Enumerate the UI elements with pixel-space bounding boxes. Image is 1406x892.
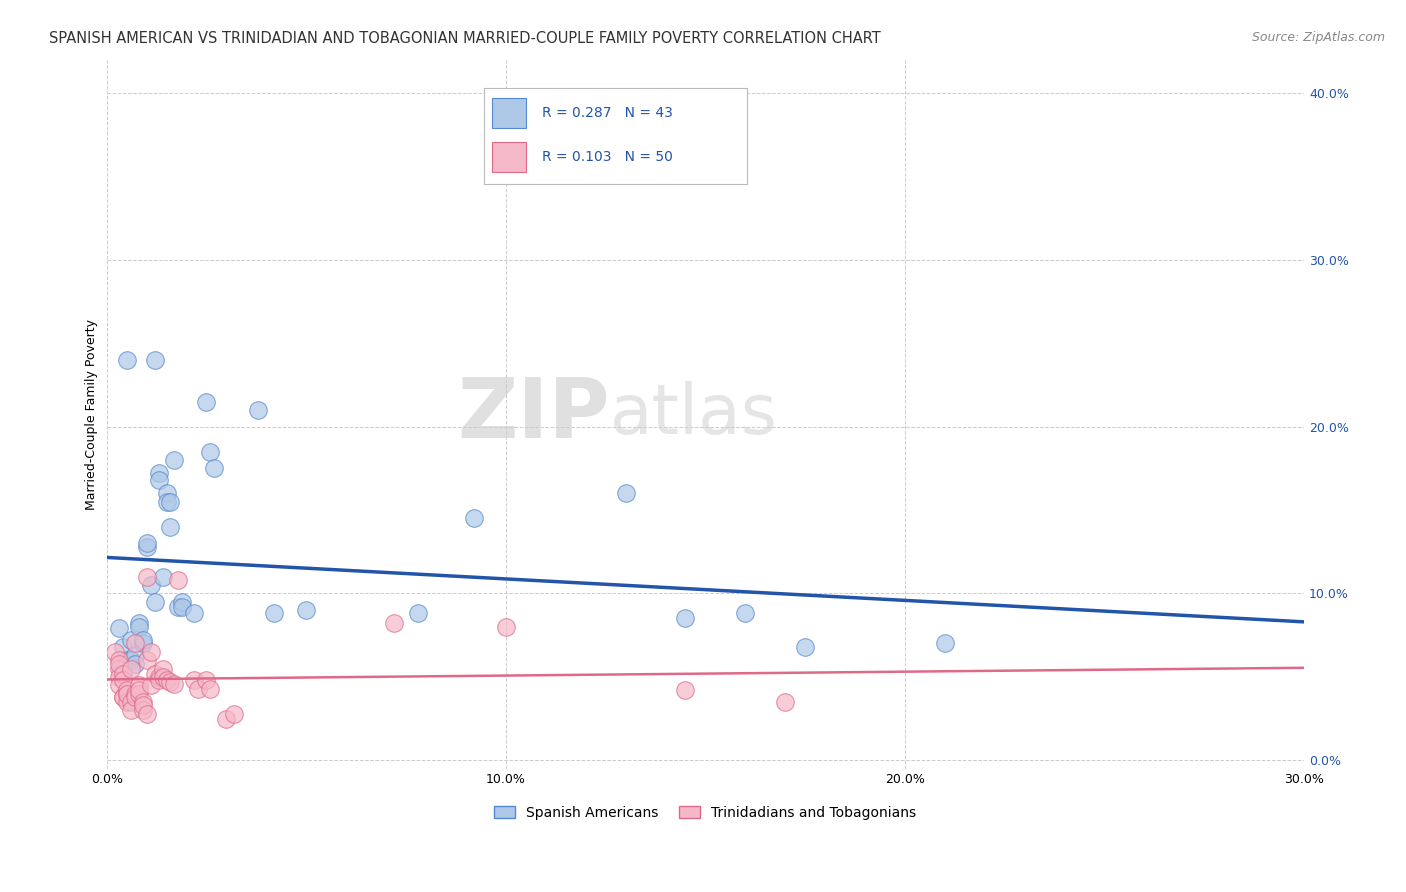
Point [135,570,157,584]
Point [128,687,150,701]
Point [115,687,138,701]
Point [120,661,142,675]
Point [382,616,405,631]
Point [120,633,142,648]
Point [159,519,181,533]
Point [406,607,429,621]
Point [120,653,142,667]
Point [159,674,181,689]
Point [124,648,146,662]
Y-axis label: Married-Couple Family Poverty: Married-Couple Family Poverty [86,318,98,509]
Point [139,645,162,659]
Point [139,578,162,592]
Point [159,494,181,508]
Point [124,690,146,704]
Point [155,673,177,688]
Point [115,687,138,701]
Point [155,494,177,508]
Point [934,636,956,650]
Point [104,645,127,659]
Point [195,673,218,688]
Point [115,653,138,667]
Point [135,653,157,667]
Point [148,473,170,487]
Point [115,352,138,367]
Point [124,657,146,671]
Point [163,453,186,467]
Point [131,695,153,709]
Point [128,620,150,634]
Point [107,670,129,684]
Point [128,683,150,698]
Point [200,444,222,458]
Point [215,712,238,726]
Text: ZIP: ZIP [457,374,610,455]
Point [773,695,796,709]
Point [107,653,129,667]
Point [107,678,129,692]
Point [143,666,166,681]
Point [135,536,157,550]
Text: SPANISH AMERICAN VS TRINIDADIAN AND TOBAGONIAN MARRIED-COUPLE FAMILY POVERTY COR: SPANISH AMERICAN VS TRINIDADIAN AND TOBA… [49,31,882,46]
Point [463,511,485,525]
Point [124,687,146,701]
Point [107,622,129,636]
Point [148,673,170,688]
Point [143,595,166,609]
Point [111,673,134,688]
Text: Source: ZipAtlas.com: Source: ZipAtlas.com [1251,31,1385,45]
Point [495,620,517,634]
Point [224,706,246,721]
Point [120,703,142,717]
Point [155,486,177,500]
Point [107,657,129,671]
Point [131,698,153,713]
Point [111,640,134,654]
Point [139,678,162,692]
Point [152,661,174,675]
Point [148,467,170,481]
Point [120,695,142,709]
Point [734,607,756,621]
Point [152,570,174,584]
Point [135,540,157,554]
Point [183,673,205,688]
Point [152,670,174,684]
Point [172,595,194,609]
Point [172,599,194,614]
Point [167,573,190,587]
Point [131,703,153,717]
Point [187,681,209,696]
Point [263,607,285,621]
Point [115,683,138,698]
Point [794,640,817,654]
Point [167,599,190,614]
Point [673,611,696,625]
Point [143,352,166,367]
Point [163,676,186,690]
Point [115,695,138,709]
Point [107,661,129,675]
Point [135,706,157,721]
Point [111,661,134,675]
Text: atlas: atlas [610,381,778,448]
Point [295,603,318,617]
Point [131,633,153,648]
Point [614,486,637,500]
Point [128,616,150,631]
Point [202,461,225,475]
Point [111,690,134,704]
Point [131,636,153,650]
Point [148,670,170,684]
Point [124,636,146,650]
Point [128,678,150,692]
Point [111,690,134,704]
Point [195,394,218,409]
Point [247,403,270,417]
Point [200,681,222,696]
Point [673,683,696,698]
Legend: Spanish Americans, Trinidadians and Tobagonians: Spanish Americans, Trinidadians and Toba… [489,800,922,825]
Point [183,607,205,621]
Point [111,666,134,681]
